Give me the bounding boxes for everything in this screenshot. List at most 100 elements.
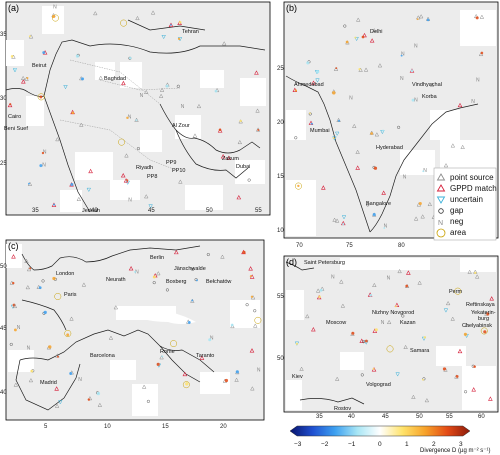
city-label: Tehran: [182, 29, 199, 35]
colorbar-tick: 2: [432, 441, 436, 448]
panel-d: N N N (d) Saint Petersburg Perm Reftinskay…: [277, 255, 499, 420]
gap-marker: [294, 136, 298, 140]
divergence-dot: [309, 112, 311, 115]
point-source-marker: [479, 14, 485, 19]
point-source-marker: [372, 27, 377, 33]
point-source-marker: [450, 316, 455, 321]
divergence-dot: [208, 338, 212, 342]
point-source-marker: [234, 377, 239, 382]
gppd-match-marker: [54, 386, 59, 391]
x-tick: 55: [446, 414, 453, 420]
divergence-dot: [170, 24, 172, 26]
divergence-dot: [250, 295, 254, 298]
divergence-dot: [235, 370, 239, 374]
panel-a-xticks: 35 40 45 50 55: [32, 208, 262, 214]
point-source-marker: [237, 139, 243, 145]
point-source-marker: [156, 271, 161, 276]
city-label: Madrid: [40, 380, 57, 386]
divergence-dot: [69, 372, 73, 376]
divergence-dot: [177, 37, 181, 41]
x-tick: 50: [416, 414, 423, 420]
uncertain-marker: [86, 187, 92, 193]
gppd-match-marker: [471, 387, 476, 392]
area-marker: [170, 340, 178, 348]
gppd-match-marker: [128, 266, 134, 271]
divergence-dot: [474, 271, 477, 275]
divergence-dot: [423, 336, 427, 339]
divergence-dot: [185, 382, 189, 386]
point-source-marker: [299, 366, 304, 371]
gap-marker: [245, 303, 249, 307]
point-source-marker: [81, 282, 87, 287]
gppd-match-marker: [249, 348, 255, 353]
panel-b-coastline: [285, 75, 479, 233]
divergence-dot: [126, 179, 129, 182]
point-source-marker: [334, 218, 340, 223]
x-tick: 75: [346, 243, 353, 249]
divergence-dot: [96, 391, 101, 396]
x-tick: 40: [91, 208, 98, 214]
divergence-dot: [310, 122, 313, 125]
city-label: Korba: [422, 94, 438, 100]
point-source-marker: [377, 63, 383, 68]
city-label: Dubai: [236, 164, 250, 170]
divergence-dot: [372, 367, 375, 370]
point-source-marker: [192, 133, 198, 138]
divergence-dot: [178, 20, 182, 24]
neg-marker: N: [140, 93, 144, 99]
city-label: Cairo: [8, 114, 21, 120]
neg-marker: N: [414, 98, 418, 104]
gppd-match-marker: [369, 38, 375, 43]
x-tick: 15: [162, 424, 169, 430]
divergence-dot: [66, 333, 70, 337]
colorbar-tick: −3: [294, 441, 302, 448]
gppd-match-marker: [488, 396, 493, 401]
city-label: Zakum: [222, 156, 239, 162]
area-marker: [120, 19, 128, 27]
point-source-marker: [150, 10, 156, 15]
divergence-dot: [345, 40, 349, 44]
point-source-marker: [221, 41, 227, 46]
city-label: Rome: [160, 349, 175, 355]
down-triangle-icon: [436, 196, 446, 204]
area-marker: [386, 345, 394, 353]
legend-item-gppd-match: GPPD match: [436, 184, 497, 193]
gap-marker: [401, 314, 405, 318]
gppd-match-marker: [406, 270, 411, 275]
x-tick: 45: [382, 414, 389, 420]
gppd-match-marker: [457, 102, 463, 108]
point-source-marker: [24, 258, 29, 263]
city-label: Al Zour: [172, 123, 190, 129]
x-tick: 5: [44, 424, 48, 430]
city-label: Perm: [449, 289, 463, 295]
legend-label: neg: [450, 217, 463, 226]
divergence-dot: [332, 137, 335, 140]
panel-d-coastline: [285, 261, 365, 405]
city-label: Jeddah: [82, 208, 100, 214]
panel-d-cities: Saint Petersburg Perm Reftinskaya Yekate…: [292, 260, 496, 412]
x-tick: 50: [206, 208, 213, 214]
gap-marker: [360, 373, 364, 377]
gppd-match-marker: [394, 302, 400, 307]
uncertain-marker: [395, 372, 400, 377]
legend-item-area: area: [436, 228, 467, 238]
gppd-match-marker: [457, 348, 463, 354]
neg-marker: N: [471, 99, 475, 105]
uncertain-marker: [148, 204, 153, 209]
point-source-marker: [334, 376, 340, 381]
point-source-marker: [443, 163, 449, 168]
gppd-match-marker: [381, 190, 386, 195]
point-source-marker: [12, 303, 18, 309]
divergence-dot: [80, 77, 85, 81]
neg-marker: N: [257, 367, 261, 373]
point-source-marker: [144, 89, 149, 94]
city-label: Delhi: [370, 29, 383, 35]
point-source-marker: [141, 384, 147, 389]
city-label: Volgograd: [366, 382, 391, 388]
point-source-marker: [250, 386, 255, 391]
divergence-dot: [165, 84, 169, 88]
panel-a-borders: [59, 59, 181, 171]
point-source-marker: [54, 403, 60, 408]
panel-c-alps: [140, 310, 196, 324]
